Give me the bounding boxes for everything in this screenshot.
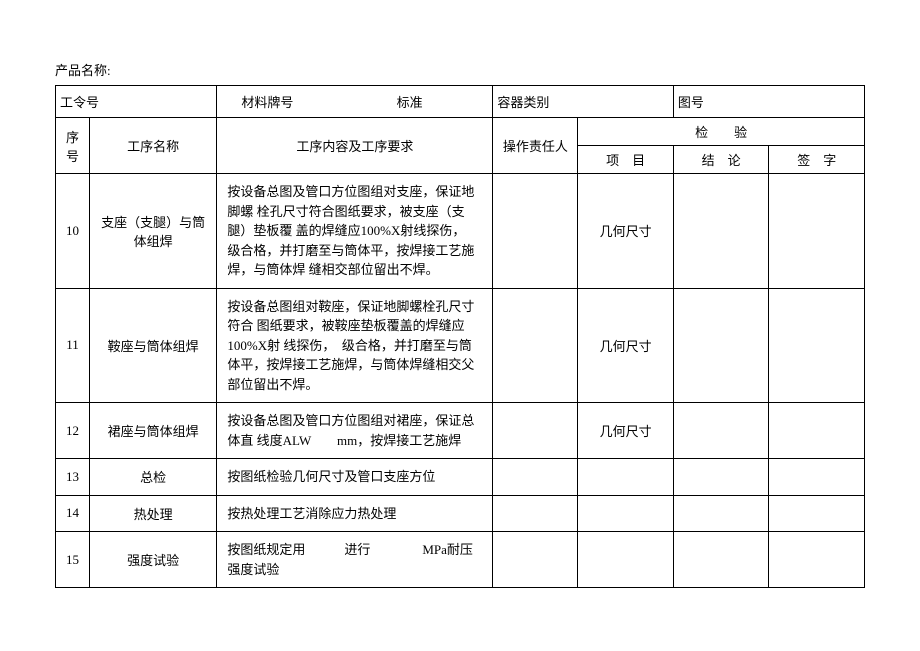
cell-operator: [493, 459, 578, 496]
cell-sign: [769, 532, 865, 588]
header-row-1: 序号 工序名称 工序内容及工序要求 操作责任人 检 验: [56, 118, 865, 146]
material-label: 材料牌号: [241, 92, 293, 111]
cell-result: [673, 174, 769, 289]
drawing-no-label: 图号: [678, 95, 704, 110]
cell-name: 强度试验: [89, 532, 216, 588]
cell-name: 热处理: [89, 495, 216, 532]
table-row: 12 裙座与筒体组焊 按设备总图及管口方位图组对裙座，保证总体直 线度ALW m…: [56, 403, 865, 459]
header-item: 项 目: [578, 146, 674, 174]
cell-sign: [769, 403, 865, 459]
cell-seq: 10: [56, 174, 90, 289]
table-row: 13 总检 按图纸检验几何尺寸及管口支座方位: [56, 459, 865, 496]
header-inspection: 检 验: [578, 118, 865, 146]
cell-sign: [769, 288, 865, 403]
cell-operator: [493, 495, 578, 532]
header-process-name: 工序名称: [89, 118, 216, 174]
cell-result: [673, 288, 769, 403]
cell-seq: 15: [56, 532, 90, 588]
header-seq: 序号: [56, 118, 90, 174]
cell-name: 支座（支腿）与筒体组焊: [89, 174, 216, 289]
cell-sign: [769, 459, 865, 496]
cell-item: 几何尺寸: [578, 403, 674, 459]
cell-content: 按设备总图组对鞍座，保证地脚螺栓孔尺寸符合 图纸要求，被鞍座垫板覆盖的焊缝应10…: [217, 288, 493, 403]
table-row: 10 支座（支腿）与筒体组焊 按设备总图及管口方位图组对支座，保证地脚螺 栓孔尺…: [56, 174, 865, 289]
cell-result: [673, 532, 769, 588]
material-standard-cell: 材料牌号 标准: [217, 86, 493, 118]
product-name-label: 产品名称:: [55, 60, 865, 79]
drawing-no-cell: 图号: [673, 86, 864, 118]
header-result: 结 论: [673, 146, 769, 174]
cell-content: 按设备总图及管口方位图组对支座，保证地脚螺 栓孔尺寸符合图纸要求，被支座（支腿）…: [217, 174, 493, 289]
cell-operator: [493, 288, 578, 403]
cell-seq: 14: [56, 495, 90, 532]
cell-operator: [493, 532, 578, 588]
cell-item: 几何尺寸: [578, 174, 674, 289]
standard-label: 标准: [397, 92, 423, 111]
cell-content: 按热处理工艺消除应力热处理: [217, 495, 493, 532]
cell-content: 按图纸规定用 进行 MPa耐压强度试验: [217, 532, 493, 588]
cell-operator: [493, 174, 578, 289]
cell-result: [673, 495, 769, 532]
cell-content: 按设备总图及管口方位图组对裙座，保证总体直 线度ALW mm，按焊接工艺施焊: [217, 403, 493, 459]
table-row: 14 热处理 按热处理工艺消除应力热处理: [56, 495, 865, 532]
header-sign: 签 字: [769, 146, 865, 174]
cell-seq: 11: [56, 288, 90, 403]
info-row: 工令号 材料牌号 标准 容器类别 图号: [56, 86, 865, 118]
cell-name: 鞍座与筒体组焊: [89, 288, 216, 403]
cell-sign: [769, 495, 865, 532]
cell-item: 几何尺寸: [578, 288, 674, 403]
cell-item: [578, 459, 674, 496]
cell-item: [578, 495, 674, 532]
header-process-content: 工序内容及工序要求: [217, 118, 493, 174]
cell-name: 裙座与筒体组焊: [89, 403, 216, 459]
vessel-type-cell: 容器类别: [493, 86, 673, 118]
process-table: 工令号 材料牌号 标准 容器类别 图号 序号 工序名称 工序内容及工序要求 操作…: [55, 85, 865, 588]
table-row: 11 鞍座与筒体组焊 按设备总图组对鞍座，保证地脚螺栓孔尺寸符合 图纸要求，被鞍…: [56, 288, 865, 403]
cell-result: [673, 459, 769, 496]
cell-content: 按图纸检验几何尺寸及管口支座方位: [217, 459, 493, 496]
cell-name: 总检: [89, 459, 216, 496]
cell-sign: [769, 174, 865, 289]
cell-seq: 12: [56, 403, 90, 459]
vessel-type-label: 容器类别: [497, 95, 549, 110]
cell-result: [673, 403, 769, 459]
table-row: 15 强度试验 按图纸规定用 进行 MPa耐压强度试验: [56, 532, 865, 588]
cell-item: [578, 532, 674, 588]
cell-operator: [493, 403, 578, 459]
cell-seq: 13: [56, 459, 90, 496]
header-operator: 操作责任人: [493, 118, 578, 174]
work-order-label: 工令号: [60, 95, 99, 110]
work-order-cell: 工令号: [56, 86, 217, 118]
